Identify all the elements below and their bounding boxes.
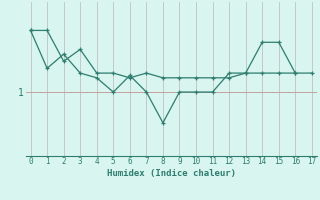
X-axis label: Humidex (Indice chaleur): Humidex (Indice chaleur): [107, 169, 236, 178]
